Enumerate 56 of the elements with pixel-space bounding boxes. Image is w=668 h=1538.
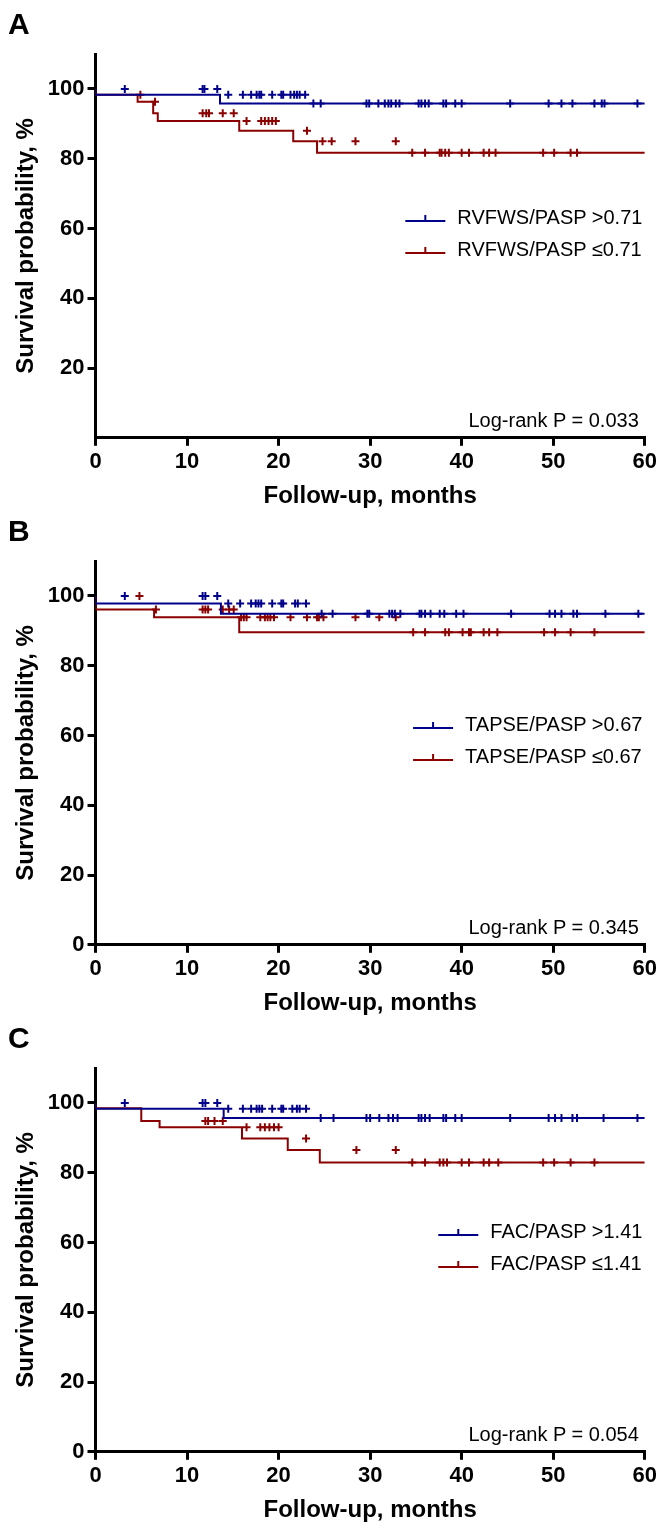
x-tick-label: 30 xyxy=(357,1462,383,1488)
x-tick-label: 50 xyxy=(540,955,566,981)
legend-label: RVFWS/PASP >0.71 xyxy=(457,206,643,229)
x-tick-label: 0 xyxy=(89,955,102,981)
y-axis-title: Survival probability, % xyxy=(11,118,39,374)
annotation: Log-rank P = 0.054 xyxy=(468,1423,639,1446)
x-tick-label: 40 xyxy=(449,448,474,474)
x-tick-label: 40 xyxy=(449,1462,474,1488)
y-tick-label: 0 xyxy=(72,930,85,956)
y-tick-label: 80 xyxy=(60,651,85,677)
x-tick-label: 60 xyxy=(632,1462,658,1488)
x-tick-label: 0 xyxy=(89,448,102,474)
x-tick-label: 20 xyxy=(266,955,291,981)
y-tick-label: 100 xyxy=(47,581,85,607)
y-tick-label: 80 xyxy=(60,144,85,170)
y-tick-label: 80 xyxy=(60,1158,85,1184)
chart-title: B xyxy=(8,514,30,548)
x-tick-label: 30 xyxy=(357,955,383,981)
legend-label: TAPSE/PASP >0.67 xyxy=(465,713,643,736)
legend-label: RVFWS/PASP ≤0.71 xyxy=(457,238,642,261)
x-tick-label: 10 xyxy=(174,1462,200,1488)
chart-title: C xyxy=(8,1021,30,1055)
y-tick-label: 40 xyxy=(60,284,85,310)
y-tick-label: 100 xyxy=(47,1088,85,1114)
y-tick-label: 0 xyxy=(72,1437,85,1463)
x-tick-label: 60 xyxy=(632,448,658,474)
y-tick-label: 60 xyxy=(60,721,85,747)
annotation: Log-rank P = 0.033 xyxy=(468,409,639,432)
y-tick-label: 100 xyxy=(47,74,85,100)
x-tick-label: 50 xyxy=(540,1462,566,1488)
x-tick-label: 20 xyxy=(266,1462,291,1488)
x-tick-label: 60 xyxy=(632,955,658,981)
x-tick-label: 20 xyxy=(266,448,291,474)
y-tick-label: 20 xyxy=(60,861,85,887)
y-tick-label: 20 xyxy=(60,354,85,380)
annotation: Log-rank P = 0.345 xyxy=(468,916,639,939)
y-tick-label: 60 xyxy=(60,214,85,240)
y-tick-label: 20 xyxy=(60,1368,85,1394)
legend-label: FAC/PASP >1.41 xyxy=(490,1220,643,1243)
y-tick-label: 40 xyxy=(60,791,85,817)
x-tick-label: 40 xyxy=(449,955,474,981)
chart-title: A xyxy=(8,7,30,41)
y-tick-label: 60 xyxy=(60,1228,85,1254)
x-tick-label: 10 xyxy=(174,955,200,981)
y-axis-title: Survival probability, % xyxy=(11,625,39,881)
x-axis-title: Follow-up, months xyxy=(263,1495,477,1523)
x-tick-label: 30 xyxy=(357,448,383,474)
y-axis-title: Survival probability, % xyxy=(11,1132,39,1388)
x-tick-label: 10 xyxy=(174,448,200,474)
x-axis-title: Follow-up, months xyxy=(263,481,477,509)
legend-label: FAC/PASP ≤1.41 xyxy=(490,1252,642,1275)
x-tick-label: 50 xyxy=(540,448,566,474)
x-tick-label: 0 xyxy=(89,1462,102,1488)
x-axis-title: Follow-up, months xyxy=(263,988,477,1016)
y-tick-label: 40 xyxy=(60,1298,85,1324)
legend-label: TAPSE/PASP ≤0.67 xyxy=(465,745,642,768)
